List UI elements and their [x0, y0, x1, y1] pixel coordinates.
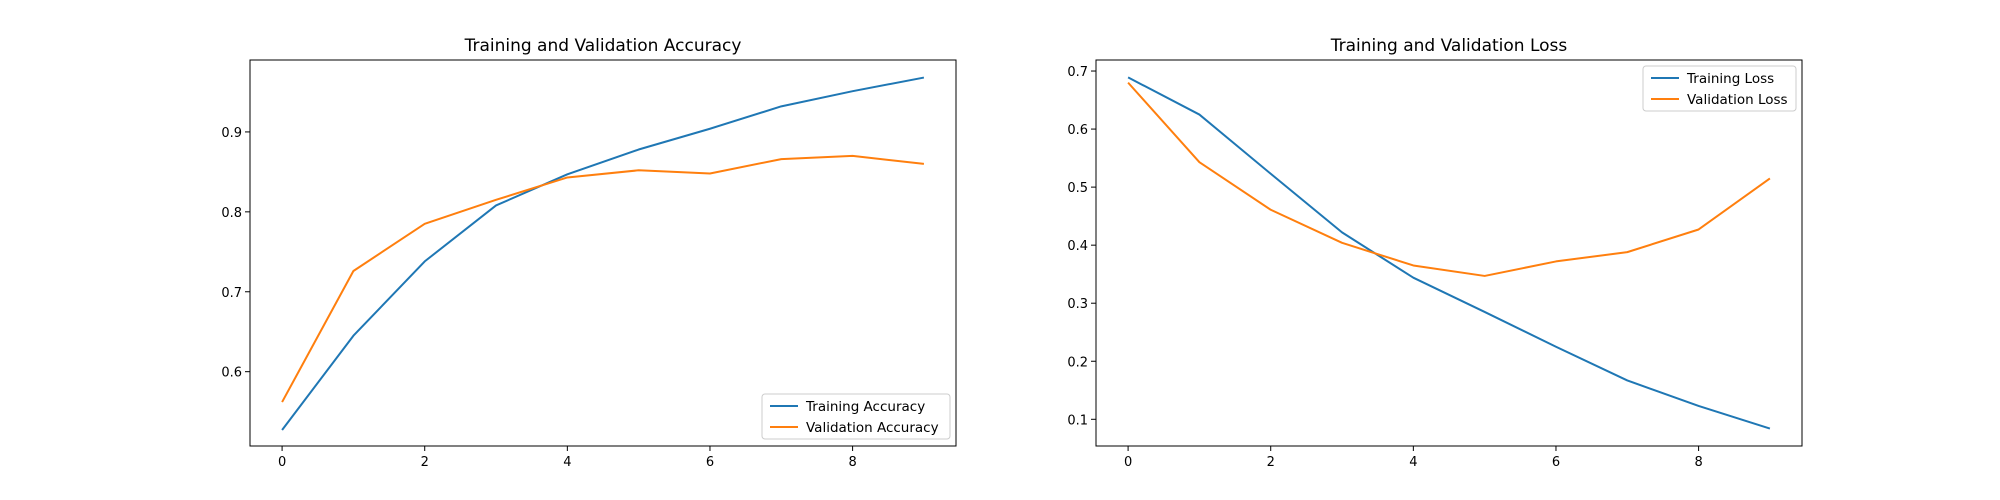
legend-label-0: Training Accuracy [805, 399, 925, 415]
x-tick-label: 6 [1552, 455, 1560, 470]
y-tick-label: 0.3 [1067, 297, 1088, 312]
legend: Training Loss Validation Loss [1642, 65, 1797, 112]
y-tick-label: 0.8 [221, 206, 242, 221]
y-tick-label: 0.6 [1067, 123, 1088, 138]
axes-frame [1095, 59, 1803, 447]
y-tick-label: 0.7 [1067, 65, 1088, 80]
y-tick-label: 0.5 [1067, 181, 1088, 196]
y-tick-label: 0.1 [1067, 413, 1088, 428]
x-tick-label: 0 [1124, 455, 1132, 470]
legend-label-1: Validation Accuracy [806, 420, 939, 436]
legend: Training Accuracy Validation Accuracy [761, 393, 951, 440]
y-tick-label: 0.6 [221, 366, 242, 381]
chart-panel-1: Training and Validation Loss 0 2 4 6 8 0.1 0.2 0… [1067, 36, 1803, 470]
legend-label-0: Training Loss [1686, 71, 1774, 87]
axes-frame [249, 59, 957, 447]
y-tick-label: 0.4 [1067, 239, 1088, 254]
y-tick-label: 0.2 [1067, 355, 1088, 370]
x-tick-label: 2 [1267, 455, 1275, 470]
chart-title: Training and Validation Accuracy [464, 36, 742, 56]
x-tick-label: 4 [563, 455, 571, 470]
x-tick-label: 8 [1694, 455, 1702, 470]
x-tick-label: 2 [421, 455, 429, 470]
y-tick-label: 0.7 [221, 286, 242, 301]
chart-panel-0: Training and Validation Accuracy 0 2 4 6 8 0.6… [221, 36, 957, 470]
x-tick-label: 6 [706, 455, 714, 470]
x-tick-label: 4 [1409, 455, 1417, 470]
x-tick-label: 8 [848, 455, 856, 470]
y-tick-label: 0.9 [221, 126, 242, 141]
series-line-1 [1127, 81, 1771, 277]
legend-box [761, 393, 951, 440]
series-line-1 [281, 154, 925, 403]
series-line-0 [281, 76, 925, 431]
legend-label-1: Validation Loss [1687, 92, 1788, 108]
chart-title: Training and Validation Loss [1330, 36, 1568, 56]
series-line-0 [1127, 76, 1771, 430]
x-tick-label: 0 [278, 455, 286, 470]
legend-box [1642, 65, 1797, 112]
